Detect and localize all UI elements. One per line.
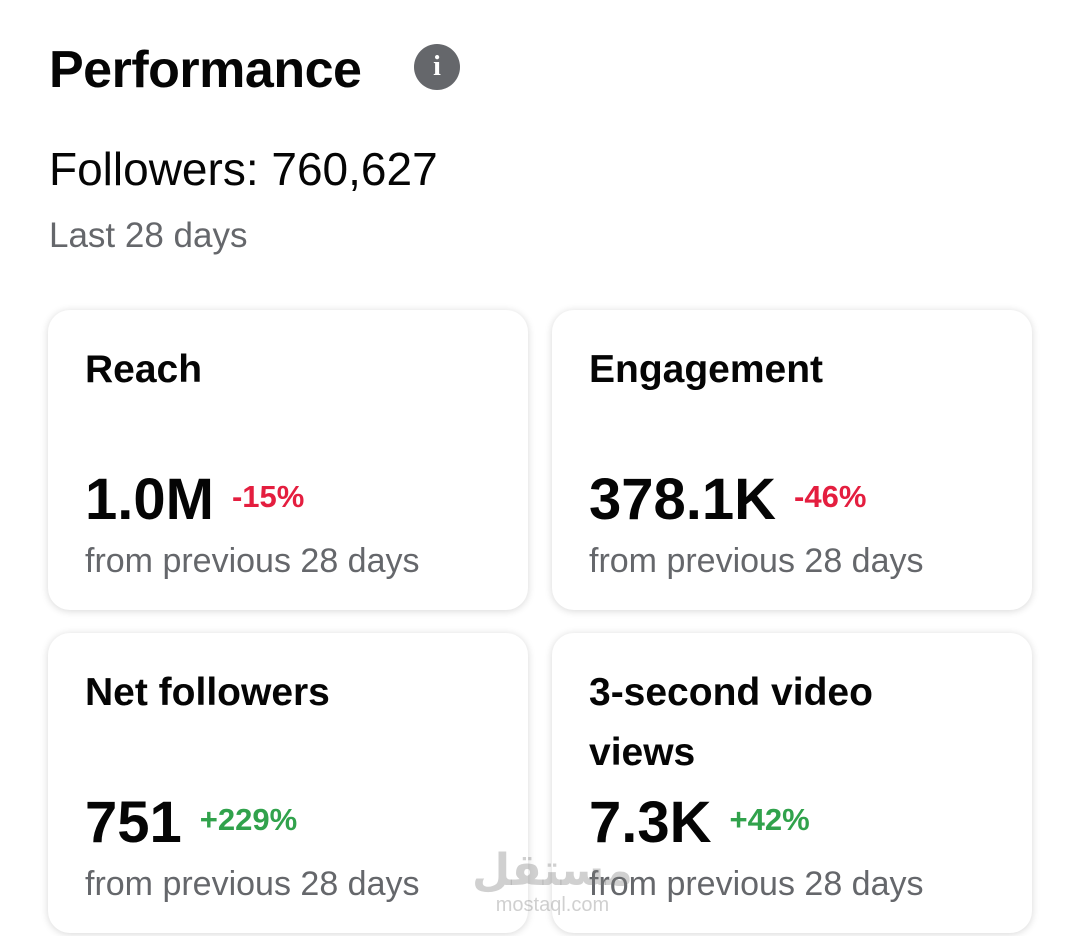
- metric-card[interactable]: Engagement 378.1K -46% from previous 28 day…: [552, 310, 1032, 610]
- card-value-row: 378.1K -46%: [589, 466, 866, 533]
- card-value: 378.1K: [589, 467, 777, 532]
- watermark: مستقل mostaql.com: [472, 848, 633, 917]
- card-change: -15%: [231, 479, 305, 514]
- card-note: from previous 28 days: [589, 542, 924, 580]
- metric-card[interactable]: Net followers 751 +229% from previous 28 da…: [48, 633, 528, 933]
- card-note: from previous 28 days: [85, 865, 420, 903]
- followers-count: Followers: 760,627: [49, 143, 438, 195]
- card-note: from previous 28 days: [85, 542, 420, 580]
- card-note: from previous 28 days: [589, 865, 924, 903]
- info-icon[interactable]: i: [414, 44, 460, 90]
- card-value-row: 751 +229%: [85, 789, 297, 856]
- card-change: +229%: [199, 802, 298, 837]
- card-value-row: 7.3K +42%: [589, 789, 810, 856]
- card-title: Net followers: [85, 671, 330, 714]
- period: Last 28 days: [49, 216, 248, 255]
- metric-card[interactable]: 3-second video views 7.3K +42% from previou…: [552, 633, 1032, 933]
- card-title: Engagement: [589, 348, 824, 391]
- card-value-row: 1.0M -15%: [85, 466, 304, 533]
- page-title: Performance: [49, 41, 362, 99]
- metric-card[interactable]: Reach 1.0M -15% from previous 28 days: [48, 310, 528, 610]
- card-value: 7.3K: [589, 790, 712, 855]
- card-title: Reach: [85, 348, 203, 391]
- watermark-arabic: مستقل: [472, 846, 633, 895]
- watermark-latin: mostaql.com: [495, 894, 610, 916]
- card-change: -46%: [794, 479, 867, 514]
- card-value: 751: [85, 790, 182, 855]
- card-value: 1.0M: [85, 467, 214, 532]
- card-title: 3-second video views: [589, 671, 873, 774]
- card-change: +42%: [729, 802, 810, 837]
